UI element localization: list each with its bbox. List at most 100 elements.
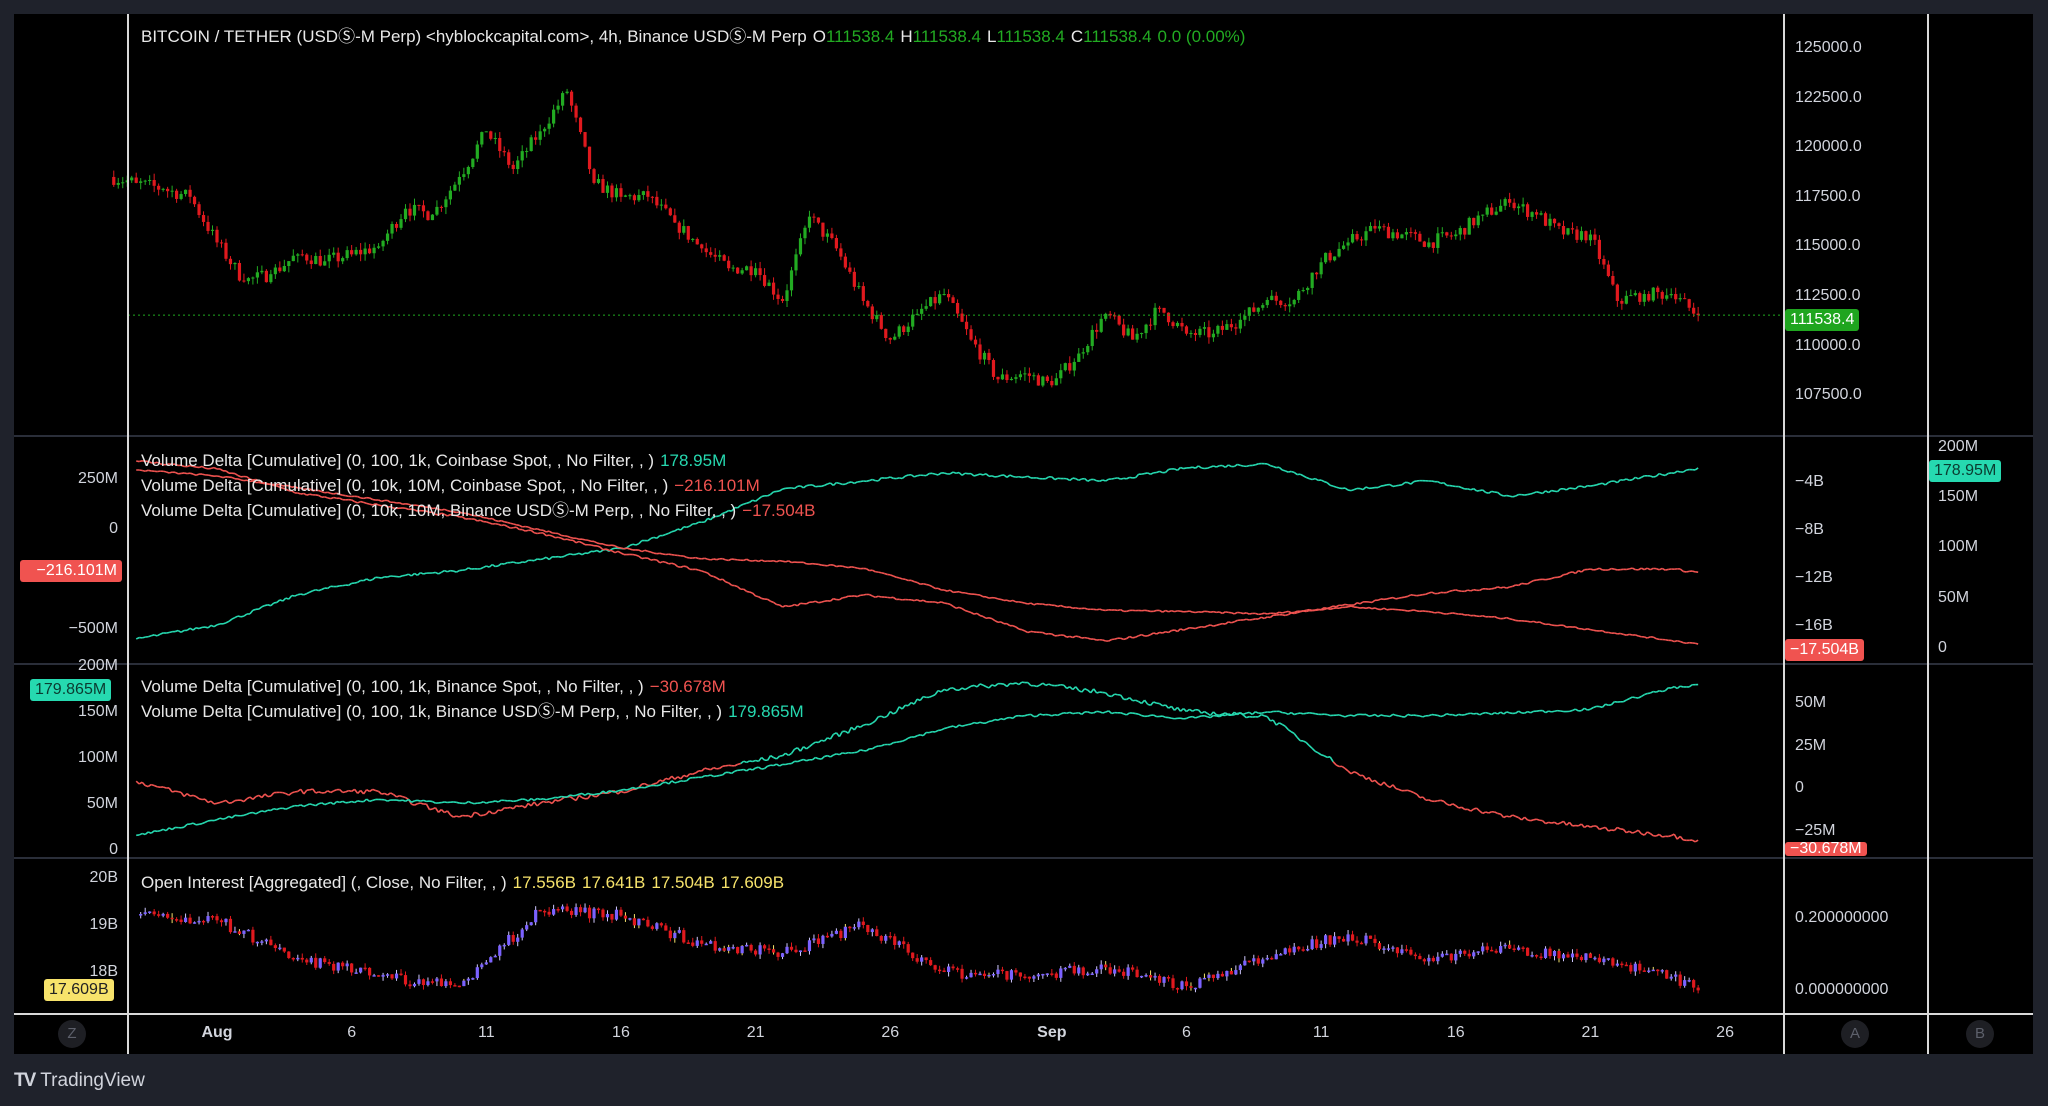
- oi-bar: [327, 962, 331, 964]
- series-line-vd1-B: [1673, 470, 1678, 474]
- candle: [991, 360, 996, 377]
- series-line-vd2-left: [1132, 712, 1136, 715]
- series-line-vd2-A: [1422, 796, 1427, 801]
- series-line-vd1-left: [513, 526, 517, 529]
- series-line-vd1-B: [258, 606, 263, 610]
- symbol-legend[interactable]: BITCOIN / TETHER (USDⓈ-M Perp) <hyblockc…: [141, 26, 1251, 48]
- series-line-vd2-left: [144, 831, 149, 836]
- series-line-vd2-left: [1186, 716, 1190, 720]
- series-line-vd2-left: [1644, 692, 1648, 696]
- series-line-vd2-A: [991, 684, 996, 687]
- series-line-vd1-A: [1027, 602, 1032, 605]
- oi-bar: [1292, 946, 1296, 953]
- series-line-vd1-left: [659, 560, 664, 564]
- series-line-vd2-left: [875, 745, 879, 748]
- series-line-vd2-A: [665, 777, 670, 781]
- low-value: 111538.4: [996, 27, 1065, 46]
- series-line-vd2-left: [1497, 711, 1502, 715]
- series-line-vd2-left: [1548, 710, 1552, 713]
- oi-bar: [1211, 974, 1216, 979]
- series-line-vd2-A: [366, 788, 371, 793]
- candle: [821, 222, 825, 237]
- scale-button-b[interactable]: B: [1966, 1020, 1994, 1048]
- series-line-vd1-B: [803, 485, 807, 489]
- series-line-vd2-A: [1048, 683, 1053, 687]
- oi-bar: [821, 935, 825, 944]
- oi-bar: [188, 917, 192, 924]
- oi-bar: [677, 930, 681, 933]
- series-line-vd2-left: [312, 803, 316, 807]
- candle: [507, 152, 511, 165]
- series-line-vd1-A: [1153, 609, 1157, 613]
- scale-button-z[interactable]: Z: [58, 1020, 86, 1048]
- series-line-vd1-B: [1197, 465, 1202, 469]
- brand-name[interactable]: TradingView: [40, 1070, 145, 1091]
- oi-bar: [870, 929, 874, 933]
- candle: [1324, 252, 1328, 263]
- chart-area[interactable]: [14, 14, 2033, 1054]
- series-line-vd2-A: [1395, 787, 1400, 791]
- series-line-vd2-A: [180, 791, 185, 797]
- candle: [709, 252, 713, 255]
- series-line-vd1-left: [728, 582, 733, 586]
- pane-separator[interactable]: [14, 663, 2033, 665]
- series-line-vd1-left: [1545, 578, 1549, 581]
- series-line-vd1-A: [1473, 614, 1477, 617]
- oi-bar: [1665, 970, 1669, 979]
- oi-bar: [879, 935, 883, 941]
- vd2-legend-2[interactable]: Volume Delta [Cumulative] (0, 100, 1k, B…: [141, 701, 810, 723]
- series-line-vd1-A: [1638, 635, 1642, 638]
- series-line-vd1-B: [1365, 486, 1370, 490]
- series-line-vd2-left: [1126, 712, 1131, 716]
- vd2-legend-1[interactable]: Volume Delta [Cumulative] (0, 100, 1k, B…: [141, 676, 732, 698]
- series-line-vd2-left: [1051, 714, 1056, 717]
- series-line-vd2-A: [1006, 682, 1011, 688]
- series-line-vd1-left: [324, 496, 328, 499]
- tradingview-logo-icon[interactable]: TV: [14, 1070, 36, 1091]
- series-line-vd2-left: [611, 790, 616, 793]
- pane-separator[interactable]: [14, 435, 2033, 437]
- series-line-vd1-A: [851, 566, 855, 569]
- pane-separator[interactable]: [14, 857, 2033, 859]
- oi-bar: [166, 913, 170, 918]
- series-line-vd2-A: [1314, 750, 1319, 754]
- vd1-legend-1[interactable]: Volume Delta [Cumulative] (0, 100, 1k, C…: [141, 450, 732, 472]
- series-line-vd1-B: [282, 597, 287, 602]
- candle: [623, 195, 628, 197]
- series-line-vd2-A: [1257, 714, 1262, 718]
- series-line-vd1-B: [1449, 484, 1453, 487]
- oi-bar: [1122, 971, 1126, 976]
- oi-legend[interactable]: Open Interest [Aggregated] (, Close, No …: [141, 872, 790, 894]
- series-line-vd2-A: [1018, 681, 1023, 686]
- series-line-vd2-A: [1129, 697, 1134, 702]
- series-line-vd1-A: [1222, 611, 1226, 615]
- oi-bar: [139, 913, 143, 916]
- series-line-vd1-A: [704, 557, 708, 560]
- series-line-vd1-left: [1608, 567, 1612, 571]
- series-line-vd2-left: [1180, 717, 1184, 720]
- series-line-vd2-A: [548, 801, 553, 805]
- oi-bar: [578, 907, 583, 913]
- series-line-vd1-A: [623, 547, 628, 550]
- vd1-b-tick: 100M: [1938, 538, 1979, 556]
- candle: [1018, 374, 1023, 378]
- series-line-vd2-A: [617, 790, 622, 795]
- vd1-legend-2[interactable]: Volume Delta [Cumulative] (0, 10k, 10M, …: [141, 475, 766, 497]
- series-line-vd1-B: [1551, 489, 1555, 492]
- candle: [1108, 313, 1112, 316]
- series-line-vd1-A: [881, 571, 885, 575]
- scale-button-a[interactable]: A: [1841, 1020, 1869, 1048]
- candle: [1292, 299, 1296, 305]
- series-line-vd2-A: [437, 808, 442, 813]
- candle: [1193, 333, 1198, 335]
- vd1-legend-3[interactable]: Volume Delta [Cumulative] (0, 10k, 10M, …: [141, 500, 821, 522]
- series-line-vd2-A: [1305, 741, 1310, 747]
- candle: [1198, 328, 1202, 335]
- series-line-vd1-left: [752, 592, 757, 597]
- series-line-vd1-B: [1431, 480, 1436, 483]
- oi-bar: [1400, 949, 1404, 954]
- series-line-vd2-A: [138, 781, 143, 785]
- series-line-vd2-A: [1452, 803, 1457, 807]
- series-line-vd1-left: [1332, 605, 1337, 608]
